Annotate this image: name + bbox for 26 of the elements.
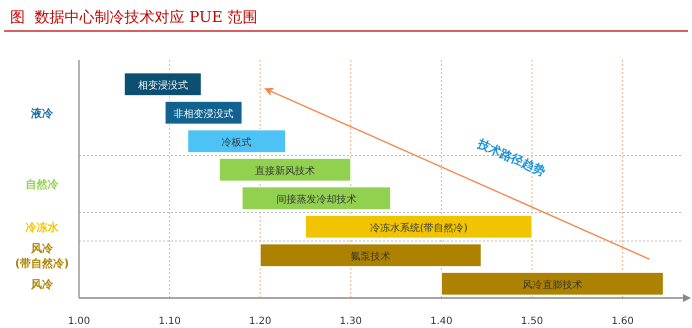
y-tick-label: 相变浸没式 <box>138 79 188 92</box>
y-tick-label: 直接新风技术 <box>255 164 316 177</box>
annotation: 技术路径趋势 <box>474 136 548 179</box>
text: 液冷 <box>30 106 54 120</box>
y-tick-label: 间接蒸发冷却技术 <box>276 193 356 206</box>
x-tick-label: 1.20 <box>249 316 272 327</box>
bar <box>260 243 482 268</box>
bar <box>187 129 286 154</box>
x-tick-label: 1.10 <box>158 316 181 327</box>
x-tick-label: 1.30 <box>340 316 362 327</box>
y-tick-label: 冷冻水系统(带自然冷) <box>370 222 468 234</box>
text: 风冷 (带自然冷) <box>14 242 70 270</box>
y-tick-label: 非相变浸没式 <box>174 108 234 120</box>
x-tick-label: 1.60 <box>611 316 634 327</box>
bar <box>304 214 532 239</box>
bar <box>440 272 664 296</box>
text: 风冷 <box>30 278 54 291</box>
chart-title: 图 数据中心制冷技术对应 PUE 范围 <box>10 8 258 26</box>
y-tick-label: 风冷直膨技术 <box>522 278 582 291</box>
text: 冷冻水 <box>26 220 60 234</box>
x-tick-label: 1.40 <box>430 316 453 327</box>
y-tick-label: 冷板式 <box>222 136 252 148</box>
x-tick-label: 1.00 <box>68 316 90 327</box>
x-tick-label: 1.50 <box>520 316 544 327</box>
y-tick-label: 氟泵技术 <box>350 250 391 262</box>
text: 自然冷 <box>26 178 60 191</box>
